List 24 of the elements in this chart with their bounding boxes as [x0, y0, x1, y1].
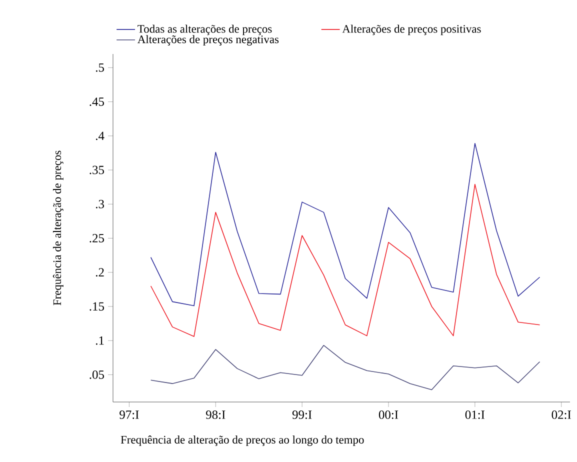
legend-label: Alterações de preços positivas: [342, 24, 481, 36]
y-tick-label: .2: [96, 268, 104, 277]
x-tick-label: 98:I: [206, 410, 226, 419]
y-tick-label: .3: [96, 200, 104, 208]
y-tick-label: .1: [96, 336, 104, 345]
legend-label: Alterações de preços negativas: [138, 35, 279, 46]
x-axis-title: Frequência de alteração de preços ao longo do tempo: [120, 436, 364, 446]
y-tick-label: .35: [90, 166, 104, 174]
y-tick-label: .15: [90, 302, 104, 311]
legend-label: Todas as alterações de preços: [138, 24, 272, 36]
x-tick-label: 99:I: [292, 410, 312, 419]
line-series: [150, 142, 540, 306]
y-tick-label: .4: [96, 132, 104, 140]
y-tick-label: .5: [96, 63, 104, 72]
y-tick-label: .25: [90, 234, 104, 242]
x-tick-label: 02:I: [552, 410, 571, 419]
line-series: [150, 344, 540, 390]
line-series: [150, 184, 540, 337]
y-tick-label: .45: [90, 98, 104, 106]
x-tick-label: 01:I: [465, 410, 485, 419]
y-tick-label: .05: [90, 370, 104, 379]
x-tick-label: 00:I: [378, 410, 398, 419]
x-tick-label: 97:I: [120, 410, 139, 419]
y-axis-title: Frequência de alteração de preços: [52, 150, 64, 306]
